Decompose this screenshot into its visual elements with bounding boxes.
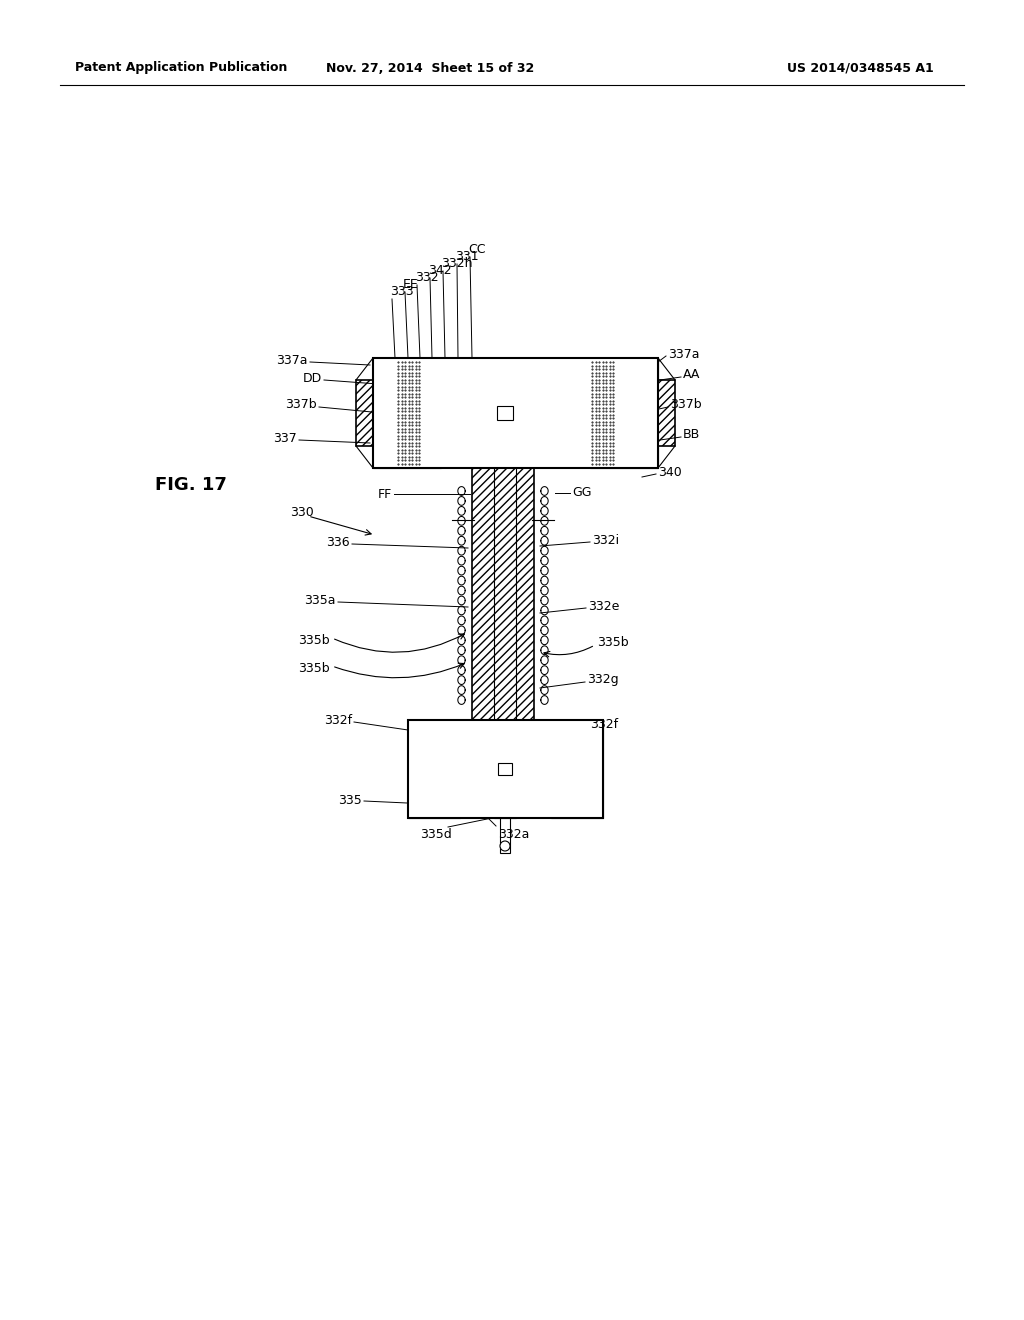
Text: FIG. 17: FIG. 17 bbox=[155, 477, 227, 494]
Text: 331: 331 bbox=[455, 249, 478, 263]
Text: 336: 336 bbox=[327, 536, 350, 549]
Text: 342: 342 bbox=[428, 264, 452, 277]
Bar bbox=[590, 368, 610, 458]
Bar bbox=[356, 380, 373, 446]
Text: 337a: 337a bbox=[668, 347, 699, 360]
Bar bbox=[498, 763, 512, 775]
Text: 335d: 335d bbox=[420, 828, 452, 841]
Text: BB: BB bbox=[683, 429, 700, 441]
Text: GG: GG bbox=[572, 487, 592, 499]
Bar bbox=[442, 729, 460, 810]
Text: 335a: 335a bbox=[304, 594, 336, 606]
Text: 335b: 335b bbox=[298, 661, 330, 675]
Bar bbox=[408, 719, 460, 818]
Text: 337: 337 bbox=[273, 432, 297, 445]
Text: 340: 340 bbox=[658, 466, 682, 479]
Text: FF: FF bbox=[378, 487, 392, 500]
Text: AA: AA bbox=[683, 368, 700, 381]
Text: Patent Application Publication: Patent Application Publication bbox=[75, 62, 288, 74]
Bar bbox=[590, 358, 658, 469]
Text: 337a: 337a bbox=[276, 354, 308, 367]
Bar bbox=[373, 358, 441, 469]
Text: 335: 335 bbox=[338, 793, 362, 807]
Bar bbox=[494, 719, 516, 818]
Text: 337b: 337b bbox=[286, 399, 317, 412]
Bar bbox=[373, 358, 658, 469]
Text: 332f: 332f bbox=[324, 714, 352, 726]
Text: 332h: 332h bbox=[441, 257, 472, 271]
Text: 335b: 335b bbox=[597, 636, 629, 649]
Text: 332g: 332g bbox=[587, 673, 618, 686]
Text: US 2014/0348545 A1: US 2014/0348545 A1 bbox=[786, 62, 933, 74]
Text: 332i: 332i bbox=[592, 533, 620, 546]
Bar bbox=[551, 719, 603, 818]
Text: 332f: 332f bbox=[590, 718, 618, 731]
Circle shape bbox=[500, 841, 510, 851]
Text: Nov. 27, 2014  Sheet 15 of 32: Nov. 27, 2014 Sheet 15 of 32 bbox=[326, 62, 535, 74]
Text: DD: DD bbox=[303, 371, 322, 384]
Text: 337b: 337b bbox=[670, 399, 701, 412]
Text: 335b: 335b bbox=[298, 634, 330, 647]
Text: 330: 330 bbox=[290, 506, 313, 519]
Text: 332a: 332a bbox=[498, 828, 529, 841]
Text: 333: 333 bbox=[390, 285, 414, 298]
Bar bbox=[408, 719, 603, 818]
Bar bbox=[551, 729, 569, 810]
Text: CC: CC bbox=[468, 243, 485, 256]
Bar bbox=[472, 469, 534, 719]
Text: 332e: 332e bbox=[588, 599, 620, 612]
Text: 332: 332 bbox=[415, 271, 438, 284]
Text: EE: EE bbox=[403, 279, 419, 290]
Bar bbox=[497, 407, 513, 420]
Bar bbox=[421, 368, 441, 458]
Bar bbox=[500, 818, 510, 853]
Bar bbox=[658, 380, 675, 446]
